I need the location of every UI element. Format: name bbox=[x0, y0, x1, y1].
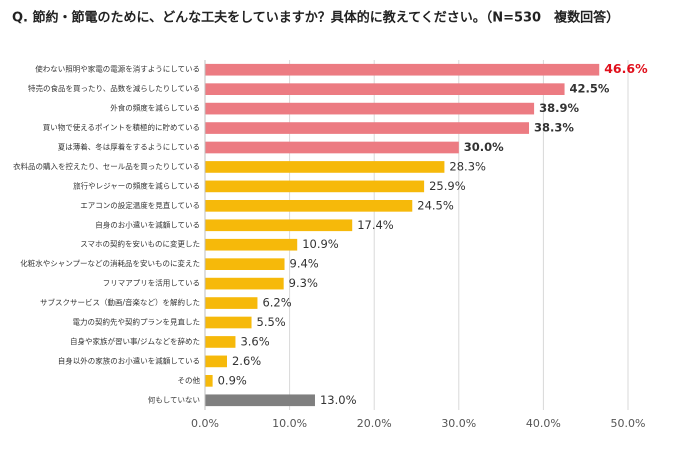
bar bbox=[205, 238, 298, 251]
bar bbox=[205, 83, 565, 95]
bar bbox=[205, 355, 227, 368]
bar bbox=[205, 336, 236, 348]
y-tick-label: サブスクサービス（動画/音楽など）を解約した bbox=[40, 297, 200, 307]
y-tick-label: 化粧水やシャンプーなどの消耗品を安いものに変えた bbox=[20, 258, 200, 268]
y-tick-label: 特売の食品を買ったり、品数を減らしたりしている bbox=[28, 83, 200, 93]
value-label: 42.5% bbox=[570, 82, 610, 96]
chart-title: Q. 節約・節電のために、どんな工夫をしていますか？具体的に教えてください。（N… bbox=[12, 10, 619, 26]
y-tick-label: 自身以外の家族のお小遣いを減額している bbox=[58, 355, 200, 365]
bar bbox=[205, 316, 252, 329]
bar bbox=[205, 141, 459, 154]
y-tick-label: スマホの契約を安いものに変更した bbox=[80, 239, 200, 249]
y-tick-label: 何もしていない bbox=[148, 394, 200, 404]
y-tick-label: 自身のお小遣いを減額している bbox=[95, 219, 200, 229]
bar bbox=[205, 63, 600, 76]
bar bbox=[205, 102, 535, 115]
bar bbox=[205, 200, 413, 212]
y-tick-label: 買い物で使えるポイントを積極的に貯めている bbox=[43, 122, 200, 132]
value-label: 25.9% bbox=[429, 179, 466, 193]
y-tick-label: その他 bbox=[178, 375, 201, 385]
bar bbox=[205, 258, 285, 270]
y-tick-label: 電力の契約先や契約プランを見直した bbox=[73, 317, 201, 327]
value-label: 46.6% bbox=[604, 61, 648, 76]
x-tick-label: 40.0% bbox=[526, 417, 561, 430]
value-label: 30.0% bbox=[464, 140, 504, 154]
value-label: 2.6% bbox=[232, 354, 261, 368]
value-label: 3.6% bbox=[240, 334, 269, 348]
y-tick-label: 自身や家族が習い事/ジムなどを辞めた bbox=[70, 336, 200, 346]
bar bbox=[205, 219, 353, 232]
y-tick-label: 旅行やレジャーの頻度を減らしている bbox=[73, 180, 200, 190]
bar bbox=[205, 375, 213, 387]
value-label: 0.9% bbox=[218, 373, 247, 387]
x-tick-label: 20.0% bbox=[357, 417, 392, 430]
bar bbox=[205, 180, 425, 193]
value-label: 9.3% bbox=[289, 276, 318, 290]
value-label: 6.2% bbox=[262, 296, 291, 310]
y-tick-label: 使わない照明や家電の電源を消すようにしている bbox=[35, 64, 200, 74]
x-tick-label: 50.0% bbox=[611, 417, 646, 430]
bar bbox=[205, 161, 445, 173]
value-label: 9.4% bbox=[290, 257, 319, 271]
value-label: 5.5% bbox=[257, 315, 286, 329]
bar bbox=[205, 277, 284, 290]
value-label: 10.9% bbox=[302, 237, 339, 251]
x-tick-label: 30.0% bbox=[441, 417, 476, 430]
value-label: 17.4% bbox=[357, 218, 394, 232]
y-tick-label: エアコンの設定温度を見直している bbox=[80, 200, 200, 210]
bar bbox=[205, 122, 530, 134]
value-label: 24.5% bbox=[417, 198, 454, 212]
value-label: 13.0% bbox=[320, 393, 357, 407]
bar bbox=[205, 297, 258, 309]
value-label: 28.3% bbox=[449, 159, 486, 173]
value-label: 38.9% bbox=[539, 101, 579, 115]
bar bbox=[205, 394, 315, 407]
value-label: 38.3% bbox=[534, 121, 574, 135]
y-tick-label: 衣料品の購入を控えたり、セール品を買ったりしている bbox=[13, 161, 200, 171]
x-tick-label: 0.0% bbox=[191, 417, 219, 430]
x-tick-label: 10.0% bbox=[272, 417, 307, 430]
y-tick-label: 夏は薄着、冬は厚着をするようにしている bbox=[58, 142, 200, 152]
y-tick-label: 外食の頻度を減らしている bbox=[110, 103, 200, 113]
y-tick-label: フリマアプリを活用している bbox=[103, 278, 200, 288]
